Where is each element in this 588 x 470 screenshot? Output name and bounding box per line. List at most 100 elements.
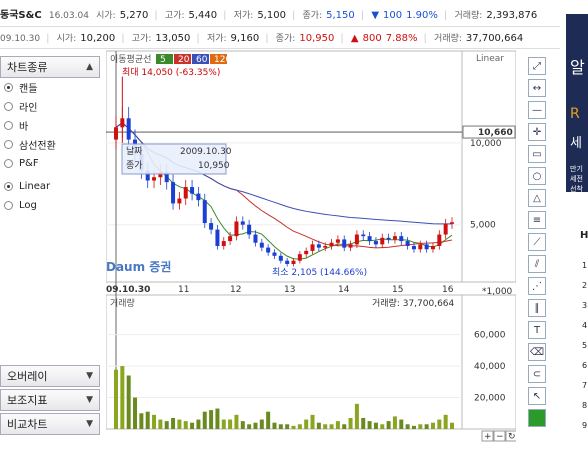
candle-body[interactable] bbox=[285, 260, 290, 264]
candle-body[interactable] bbox=[164, 172, 169, 183]
expand-icon[interactable]: ⤢ bbox=[528, 57, 546, 75]
candle-body[interactable] bbox=[247, 224, 252, 235]
candle-body[interactable] bbox=[437, 234, 442, 246]
chart-type-header[interactable]: 차트종류 ▲ bbox=[0, 56, 100, 78]
candle-body[interactable] bbox=[209, 223, 214, 230]
ad-banner[interactable]: 알 R 세 만기 세전 선착 bbox=[566, 14, 588, 193]
section-header-1[interactable]: 보조지표 ▼ bbox=[0, 389, 100, 411]
candle-body[interactable] bbox=[253, 234, 258, 243]
candle-body[interactable] bbox=[152, 177, 157, 181]
candle-body[interactable] bbox=[266, 247, 271, 253]
candle-body[interactable] bbox=[171, 182, 176, 204]
crosshair-icon[interactable]: ✛ bbox=[528, 123, 546, 141]
candle-body[interactable] bbox=[405, 241, 410, 246]
candle-body[interactable] bbox=[183, 187, 188, 199]
radio-icon[interactable] bbox=[4, 140, 13, 149]
candle-body[interactable] bbox=[367, 236, 372, 242]
candle-body[interactable] bbox=[348, 244, 353, 248]
candle-body[interactable] bbox=[450, 222, 454, 224]
magnet-icon[interactable]: ⊂ bbox=[528, 365, 546, 383]
ma-legend-swatch[interactable] bbox=[210, 54, 227, 64]
fan-icon[interactable]: ⋰ bbox=[528, 277, 546, 295]
volume-panel[interactable] bbox=[106, 294, 463, 430]
chart-type-option[interactable]: 바 bbox=[0, 116, 100, 135]
chart-options-panel: 차트종류 ▲ 캔들 라인 바 삼선전환 P&F Linear Log 오버레이 ▼ 보조지표 ▼… bbox=[0, 56, 100, 446]
radio-icon[interactable] bbox=[4, 83, 13, 92]
candle-body[interactable] bbox=[392, 236, 397, 240]
reset-zoom-button[interactable] bbox=[505, 430, 516, 442]
radio-icon[interactable] bbox=[4, 102, 13, 111]
candle-body[interactable] bbox=[399, 236, 404, 242]
candle-body[interactable] bbox=[177, 198, 182, 204]
price-chart[interactable]: 10,000 5,000 Linear 10,660 이동평균선 5 20 60 120 최대 1… bbox=[106, 49, 516, 443]
candle-body[interactable] bbox=[361, 234, 366, 237]
ma-legend-swatch[interactable] bbox=[156, 54, 173, 64]
candle-body[interactable] bbox=[297, 254, 302, 261]
chart-type-option[interactable]: 삼선전환 bbox=[0, 135, 100, 154]
volume-bar bbox=[437, 419, 442, 429]
color-swatch[interactable] bbox=[528, 409, 546, 427]
section-header-0[interactable]: 오버레이 ▼ bbox=[0, 365, 100, 387]
candle-body[interactable] bbox=[323, 245, 328, 248]
trendline-icon[interactable]: ⟋ bbox=[528, 233, 546, 251]
candle-body[interactable] bbox=[202, 200, 207, 224]
scale-option[interactable]: Log bbox=[0, 196, 100, 215]
candle-body[interactable] bbox=[234, 221, 239, 237]
pointer-icon[interactable]: ↖ bbox=[528, 387, 546, 405]
radio-icon[interactable] bbox=[4, 182, 13, 191]
chart-type-option[interactable]: 라인 bbox=[0, 97, 100, 116]
candle-body[interactable] bbox=[228, 236, 233, 242]
candle-body[interactable] bbox=[335, 239, 340, 243]
chart-type-option[interactable]: P&F bbox=[0, 154, 100, 173]
candle-body[interactable] bbox=[145, 170, 150, 181]
candle-body[interactable] bbox=[424, 244, 429, 250]
candle-body[interactable] bbox=[126, 118, 131, 140]
candle-body[interactable] bbox=[114, 127, 118, 140]
candle-body[interactable] bbox=[158, 172, 163, 178]
candle-body[interactable] bbox=[342, 239, 347, 248]
candle-body[interactable] bbox=[215, 229, 220, 246]
candle-body[interactable] bbox=[259, 242, 264, 248]
candle-body[interactable] bbox=[386, 237, 391, 240]
crosshair-price-label: 10,660 bbox=[478, 128, 513, 138]
zoom-out-button[interactable] bbox=[493, 430, 506, 442]
candle-body[interactable] bbox=[278, 255, 283, 261]
ma-legend-swatch[interactable] bbox=[192, 54, 209, 64]
candle-body[interactable] bbox=[443, 223, 448, 235]
candle-body[interactable] bbox=[240, 221, 245, 225]
candle-body[interactable] bbox=[272, 252, 277, 256]
zoom-in-button[interactable] bbox=[481, 430, 494, 442]
radio-icon[interactable] bbox=[4, 201, 13, 210]
scale-option[interactable]: Linear bbox=[0, 177, 100, 196]
section-header-2[interactable]: 비교차트 ▼ bbox=[0, 413, 100, 435]
candle-body[interactable] bbox=[354, 234, 359, 245]
candle-body[interactable] bbox=[310, 244, 315, 251]
candle-body[interactable] bbox=[291, 260, 296, 264]
candle-body[interactable] bbox=[304, 250, 309, 255]
candle-body[interactable] bbox=[411, 245, 416, 250]
ma-legend-swatch[interactable] bbox=[174, 54, 191, 64]
candle-body[interactable] bbox=[380, 237, 385, 245]
candle-body[interactable] bbox=[329, 242, 334, 246]
fibonacci-icon[interactable]: ≡ bbox=[528, 211, 546, 229]
text-icon[interactable]: T bbox=[528, 321, 546, 339]
candle-body[interactable] bbox=[373, 241, 378, 245]
eraser-icon[interactable]: ⌫ bbox=[528, 343, 546, 361]
channel-icon[interactable]: ⫽ bbox=[528, 255, 546, 273]
candle-body[interactable] bbox=[316, 244, 321, 248]
candle-body[interactable] bbox=[221, 241, 226, 246]
candle-body[interactable] bbox=[418, 244, 423, 250]
rectangle-icon[interactable]: ▭ bbox=[528, 145, 546, 163]
volume-value-2: 37,700,664 bbox=[465, 33, 524, 44]
candle-body[interactable] bbox=[430, 245, 435, 250]
parallel-icon[interactable]: ∥ bbox=[528, 299, 546, 317]
zoom-fit-icon[interactable]: ↔ bbox=[528, 79, 546, 97]
radio-icon[interactable] bbox=[4, 121, 13, 130]
candle-body[interactable] bbox=[190, 187, 195, 194]
chart-type-option[interactable]: 캔들 bbox=[0, 78, 100, 97]
horizontal-line-icon[interactable]: — bbox=[528, 101, 546, 119]
triangle-icon[interactable]: △ bbox=[528, 189, 546, 207]
circle-icon[interactable]: ○ bbox=[528, 167, 546, 185]
candle-body[interactable] bbox=[196, 193, 201, 201]
radio-icon[interactable] bbox=[4, 159, 13, 168]
